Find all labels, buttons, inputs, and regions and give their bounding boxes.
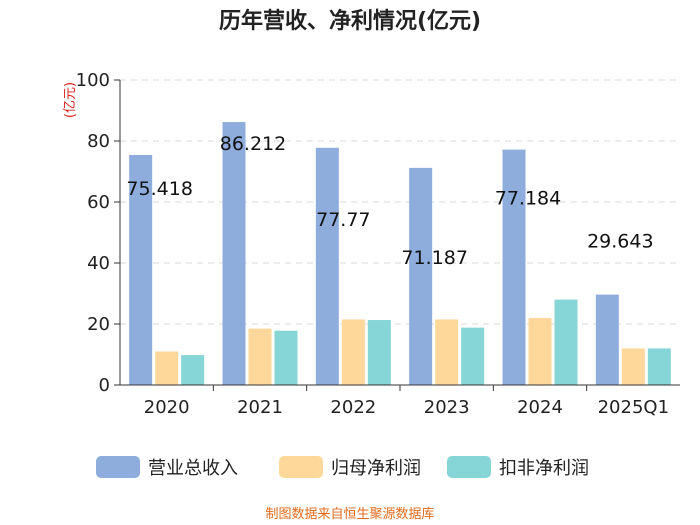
- bar-revenue: [409, 167, 433, 385]
- y-tick-label: 0: [99, 375, 110, 396]
- y-tick-label: 20: [87, 314, 110, 335]
- bar-deducted-net-profit: [647, 348, 671, 385]
- x-tick-label: 2020: [144, 397, 190, 418]
- chart-title: 历年营收、净利情况(亿元): [219, 8, 481, 34]
- legend-label: 扣非净利润: [499, 458, 589, 479]
- bar-net-profit: [621, 348, 645, 385]
- legend-swatch: [447, 456, 491, 478]
- source-note: 制图数据来自恒生聚源数据库: [265, 506, 434, 522]
- bar-deducted-net-profit: [181, 355, 205, 385]
- bar-revenue: [129, 154, 153, 385]
- x-tick-label: 2025Q1: [598, 397, 669, 418]
- data-label: 75.418: [126, 178, 192, 200]
- y-tick-label: 80: [87, 131, 110, 152]
- bar-revenue: [315, 147, 339, 385]
- y-tick-label: 100: [76, 70, 110, 91]
- legend-label: 营业总收入: [148, 458, 238, 479]
- bar-deducted-net-profit: [554, 299, 578, 385]
- x-tick-label: 2024: [517, 397, 563, 418]
- bar-revenue: [502, 149, 526, 385]
- y-tick-label: 40: [87, 253, 110, 274]
- legend-label: 归母净利润: [331, 458, 421, 479]
- grid-lines: [120, 79, 680, 325]
- bar-deducted-net-profit: [367, 320, 391, 385]
- x-tick-label: 2021: [237, 397, 283, 418]
- bar-net-profit: [435, 319, 459, 385]
- bar-deducted-net-profit: [461, 327, 485, 385]
- bar-net-profit: [528, 317, 552, 385]
- data-label: 71.187: [401, 247, 467, 269]
- x-ticks: 2020 2021 2022 2023 2024 2025Q1: [144, 385, 669, 418]
- data-label: 77.77: [316, 209, 370, 231]
- bar-net-profit: [155, 351, 179, 385]
- bars: [129, 122, 671, 385]
- legend-swatch: [279, 456, 323, 478]
- data-label: 29.643: [587, 231, 653, 253]
- data-label: 77.184: [495, 188, 561, 210]
- data-labels: 75.418 86.212 77.77 71.187 77.184 29.643: [126, 133, 653, 269]
- y-ticks: 0 20 40 60 80 100: [76, 70, 120, 396]
- legend-swatch: [96, 456, 140, 478]
- data-label: 86.212: [220, 133, 286, 155]
- y-axis-unit: (亿元): [63, 82, 78, 118]
- legend: 营业总收入 归母净利润 扣非净利润: [96, 456, 589, 479]
- bar-net-profit: [248, 328, 272, 385]
- bar-net-profit: [341, 319, 365, 385]
- bar-revenue: [595, 294, 619, 385]
- x-tick-label: 2023: [424, 397, 470, 418]
- y-tick-label: 60: [87, 192, 110, 213]
- x-tick-label: 2022: [330, 397, 376, 418]
- bar-deducted-net-profit: [274, 330, 298, 385]
- bar-revenue: [222, 122, 246, 385]
